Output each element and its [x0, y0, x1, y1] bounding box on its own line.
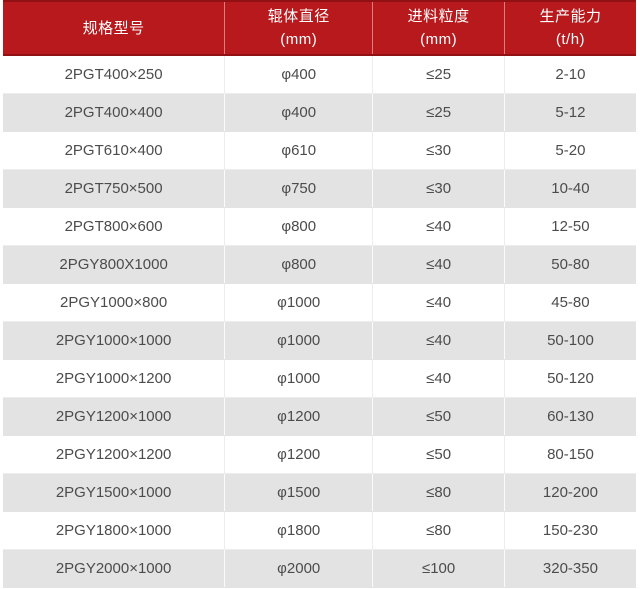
table-cell: 5-12 [555, 104, 586, 121]
table-cell: 120-200 [542, 484, 598, 501]
table-cell: 2PGT800×600 [3, 208, 226, 245]
table-cell: ≤40 [373, 284, 505, 321]
table-cell: 12-50 [551, 218, 590, 235]
table-cell: ≤50 [373, 436, 505, 473]
column-header-unit: (mm) [280, 31, 318, 48]
table-cell: 2PGT610×400 [3, 132, 226, 169]
table-cell: ≤25 [373, 94, 505, 131]
table-cell: 5-20 [555, 142, 586, 159]
column-header-feed-size: 进料粒度 (mm) [373, 2, 505, 54]
table-cell: 150-230 [542, 522, 598, 539]
table-cell: φ1000 [225, 322, 374, 359]
table-cell: 2PGY800X1000 [3, 246, 226, 283]
table-row: 2PGY1800×1000 φ1800 ≤80 150-230 [3, 512, 636, 550]
table-row: 2PGY1500×1000 φ1500 ≤80 120-200 [3, 474, 636, 512]
table-row: 2PGY1000×800 φ1000 ≤40 45-80 [3, 284, 636, 322]
table-cell: 60-130 [547, 408, 594, 425]
table-cell: φ800 [225, 208, 374, 245]
table-cell: φ400 [225, 94, 374, 131]
table-cell: 2PGY1800×1000 [3, 512, 226, 549]
table-row: 2PGY1200×1200 φ1200 ≤50 80-150 [3, 436, 636, 474]
table-row: 2PGT400×250 φ400 ≤25 2-10 [3, 56, 636, 94]
column-header-label: 规格型号 [82, 19, 145, 37]
table-row: 2PGY800X1000 φ800 ≤40 50-80 [3, 246, 636, 284]
table-row: 2PGY1000×1000 φ1000 ≤40 50-100 [3, 322, 636, 360]
table-cell: ≤40 [373, 322, 505, 359]
table-cell: 320-350 [542, 560, 598, 577]
column-header-label: 进料粒度 [407, 8, 470, 25]
table-row: 2PGY1200×1000 φ1200 ≤50 60-130 [3, 398, 636, 436]
column-header-unit: (mm) [420, 31, 458, 48]
column-header-unit: (t/h) [555, 31, 586, 48]
table-cell: 2PGT750×500 [3, 170, 226, 207]
table-cell: 2PGY1200×1200 [3, 436, 226, 473]
table-cell: φ1000 [225, 284, 374, 321]
table-cell: ≤40 [373, 208, 505, 245]
table-cell: 45-80 [551, 294, 590, 311]
table-row: 2PGY1000×1200 φ1000 ≤40 50-120 [3, 360, 636, 398]
table-cell: φ800 [225, 246, 374, 283]
table-cell: ≤100 [373, 550, 505, 587]
table-cell: φ1800 [225, 512, 374, 549]
table-cell: 2PGT400×400 [3, 94, 226, 131]
table-cell: φ1200 [225, 436, 374, 473]
table-cell: 50-120 [547, 370, 594, 387]
column-header-label: 生产能力 [539, 8, 602, 25]
table-cell: ≤80 [373, 474, 505, 511]
table-cell: 2PGY1000×1000 [3, 322, 226, 359]
table-cell: 2PGY1000×800 [3, 284, 226, 321]
table-cell: 2PGT400×250 [3, 56, 226, 93]
table-cell: 50-80 [551, 256, 590, 273]
table-cell: ≤50 [373, 398, 505, 435]
table-cell: 10-40 [551, 180, 590, 197]
table-cell: 2PGY1200×1000 [3, 398, 226, 435]
table-body: 2PGT400×250 φ400 ≤25 2-10 2PGT400×400 φ400 ≤25… [3, 56, 636, 588]
table-cell: 2PGY2000×1000 [3, 550, 226, 587]
table-cell: φ1500 [225, 474, 374, 511]
table-cell: ≤30 [373, 170, 505, 207]
table-cell: ≤80 [373, 512, 505, 549]
table-cell: φ1200 [225, 398, 374, 435]
table-cell: ≤40 [373, 360, 505, 397]
column-header-label: 辊体直径 [267, 8, 330, 25]
table-cell: 50-100 [547, 332, 594, 349]
table-cell: φ1000 [225, 360, 374, 397]
table-cell: φ2000 [225, 550, 374, 587]
table-cell: φ400 [225, 56, 374, 93]
table-cell: 2PGY1500×1000 [3, 474, 226, 511]
table-cell: ≤40 [373, 246, 505, 283]
table-row: 2PGY2000×1000 φ2000 ≤100 320-350 [3, 550, 636, 588]
table-row: 2PGT610×400 φ610 ≤30 5-20 [3, 132, 636, 170]
table-row: 2PGT400×400 φ400 ≤25 5-12 [3, 94, 636, 132]
column-header-model: 规格型号 [3, 2, 226, 54]
table-cell: 2-10 [555, 66, 586, 83]
table-cell: φ750 [225, 170, 374, 207]
table-cell: 2PGY1000×1200 [3, 360, 226, 397]
table-header-row: 规格型号 辊体直径 (mm) 进料粒度 (mm) 生产能力 (t/h) [3, 0, 636, 56]
table-cell: 80-150 [547, 446, 594, 463]
table-cell: ≤30 [373, 132, 505, 169]
column-header-capacity: 生产能力 (t/h) [505, 2, 636, 54]
table-row: 2PGT750×500 φ750 ≤30 10-40 [3, 170, 636, 208]
table-row: 2PGT800×600 φ800 ≤40 12-50 [3, 208, 636, 246]
spec-table: 规格型号 辊体直径 (mm) 进料粒度 (mm) 生产能力 (t/h) 2PGT… [3, 0, 636, 588]
column-header-roller-diameter: 辊体直径 (mm) [225, 2, 374, 54]
table-cell: ≤25 [373, 56, 505, 93]
table-cell: φ610 [225, 132, 374, 169]
